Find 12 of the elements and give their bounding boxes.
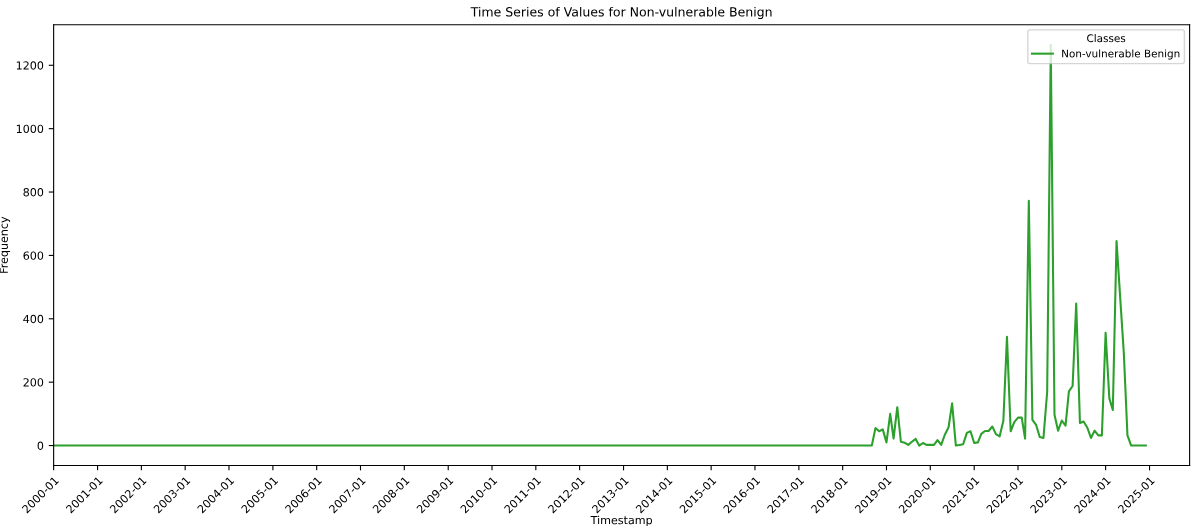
y-tick-label: 800 — [23, 188, 44, 197]
chart-title: Time Series of Values for Non-vulnerable Benign — [470, 6, 772, 19]
y-tick-label: 1200 — [16, 61, 44, 70]
y-axis-title: Frequency — [0, 216, 11, 273]
y-tick-label: 400 — [23, 314, 44, 324]
y-tick-label: 0 — [37, 441, 44, 450]
legend-title: Classes — [1087, 34, 1126, 43]
x-axis-title: Timestamp — [590, 515, 653, 526]
legend-label: Non-vulnerable Benign — [1062, 49, 1180, 60]
y-tick-label: 600 — [23, 251, 44, 260]
y-tick-label: 200 — [23, 378, 44, 387]
y-tick-label: 1000 — [16, 124, 44, 134]
